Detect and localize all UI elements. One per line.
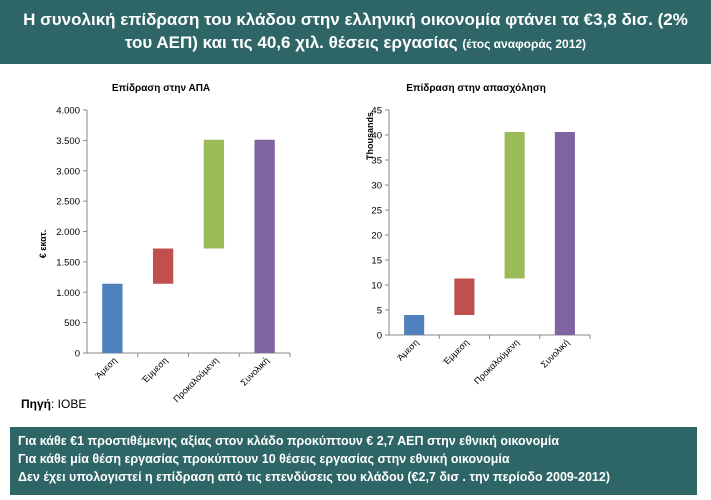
chart-title: Επίδραση στην απασχόληση [406, 83, 546, 94]
bar-2 [454, 278, 475, 315]
source-note: Πηγή: IOBE [21, 397, 86, 411]
y-axis-label: Thousands [365, 112, 375, 160]
footer-line-1: Για κάθε €1 προστιθέμενης αξίας στον κλά… [18, 434, 560, 448]
bar-3 [203, 139, 225, 249]
y-tick-label: 4.000 [56, 106, 80, 117]
y-tick-label: 1.500 [56, 257, 80, 268]
y-tick-label: 5 [377, 306, 382, 317]
x-tick-label: Συνολική [539, 337, 571, 369]
gdp-impact-chart: Επίδραση στην ΑΠΑ 0 500 1.000 1.500 2.000 2.50… [38, 83, 291, 404]
footer-line-2: Για κάθε μία θέση εργασίας προκύπτουν 10… [18, 452, 510, 466]
y-tick-label: 15 [371, 256, 382, 267]
x-tick-label: Προκαλούμενη [171, 355, 220, 404]
footer-line-3: Δεν έχει υπολογιστεί η επίδραση από τις … [18, 470, 610, 484]
bar-3 [504, 132, 525, 279]
employment-impact-chart: Επίδραση στην απασχόληση 0 5 10 15 20 25 30 35 40… [365, 83, 591, 386]
y-tick-label: 500 [64, 318, 80, 329]
bar-1 [102, 283, 123, 353]
y-tick-label: 3.500 [56, 136, 80, 147]
y-tick-label: 30 [371, 181, 382, 192]
source-value: : IOBE [51, 397, 87, 411]
footer-summary: Για κάθε €1 προστιθέμενης αξίας στον κλά… [10, 427, 697, 495]
y-axis-label: € εκατ. [38, 230, 48, 259]
x-tick-label: Προκαλούμενη [472, 337, 521, 386]
headline-line-2-text: του ΑΕΠ) και τις 40,6 χιλ. θέσεις εργασί… [124, 33, 458, 52]
bar-1 [404, 315, 425, 335]
bar-4 [254, 139, 275, 353]
y-tick-label: 10 [371, 281, 382, 292]
x-tick-label: Άμεση [395, 337, 420, 362]
y-tick-label: 1.000 [56, 288, 80, 299]
y-tick-label: 20 [371, 231, 382, 242]
x-tick-label: Συνολική [239, 355, 271, 387]
y-tick-label: 0 [377, 331, 382, 342]
headline-subnote: (έτος αναφοράς 2012) [462, 37, 587, 51]
x-tick-label: Έμμεση [440, 337, 470, 367]
source-label: Πηγή [21, 397, 51, 411]
x-tick-label: Άμεση [93, 355, 118, 380]
chart-title: Επίδραση στην ΑΠΑ [112, 83, 210, 94]
y-tick-label: 45 [371, 106, 382, 117]
y-tick-label: 3.000 [56, 166, 80, 177]
headline-line-1: Η συνολική επίδραση του κλάδου στην ελλη… [23, 10, 688, 29]
bar-4 [554, 132, 575, 335]
y-tick-label: 40 [371, 131, 382, 142]
headline-line-2: του ΑΕΠ) και τις 40,6 χιλ. θέσεις εργασί… [0, 31, 711, 56]
bar-2 [152, 248, 174, 284]
y-tick-label: 25 [371, 206, 382, 217]
header-banner: Η συνολική επίδραση του κλάδου στην ελλη… [0, 0, 711, 64]
y-tick-label: 0 [75, 349, 80, 360]
y-tick-label: 35 [371, 156, 382, 167]
y-tick-label: 2.500 [56, 197, 80, 208]
y-tick-label: 2.000 [56, 227, 80, 238]
x-tick-label: Έμμεση [139, 355, 169, 385]
